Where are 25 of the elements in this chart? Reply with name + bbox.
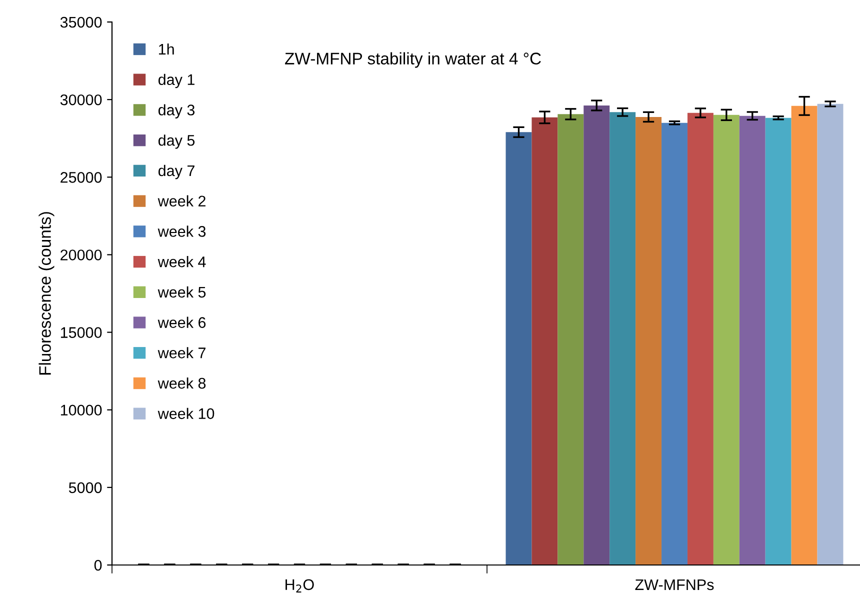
legend-label: day 5	[158, 134, 195, 149]
x-tick-label: ZW-MFNPs	[635, 579, 714, 590]
legend-label: 1h	[159, 43, 174, 55]
legend-label: week 4	[158, 256, 206, 268]
legend-label: week 8	[158, 377, 206, 389]
y-tick-label: 35000	[60, 16, 102, 28]
legend-label: day 1	[158, 74, 194, 88]
x-tick-label: H$_{2}$O	[286, 579, 314, 592]
legend-label: week 10	[158, 408, 214, 420]
y-tick-label: 10000	[60, 404, 102, 416]
y-axis-title: Fluorescence (counts)	[38, 212, 54, 375]
legend-label: week 2	[158, 195, 206, 207]
y-tick-label: 30000	[60, 94, 102, 106]
y-tick-label: 5000	[68, 482, 102, 494]
legend-label: week 3	[158, 226, 206, 237]
legend-label: week 5	[158, 286, 206, 298]
legend-label: day 3	[158, 104, 195, 118]
y-tick-label: 0	[94, 560, 102, 571]
legend-label: week 7	[158, 347, 206, 358]
text: ZW-MFNP stability in water at 4 °C	[285, 52, 541, 68]
y-tick-label: 25000	[60, 172, 102, 183]
y-tick-label: 15000	[60, 327, 102, 338]
y-tick-label: 20000	[60, 250, 102, 260]
legend-label: day 7	[158, 164, 194, 180]
legend-label: week 6	[158, 316, 206, 328]
